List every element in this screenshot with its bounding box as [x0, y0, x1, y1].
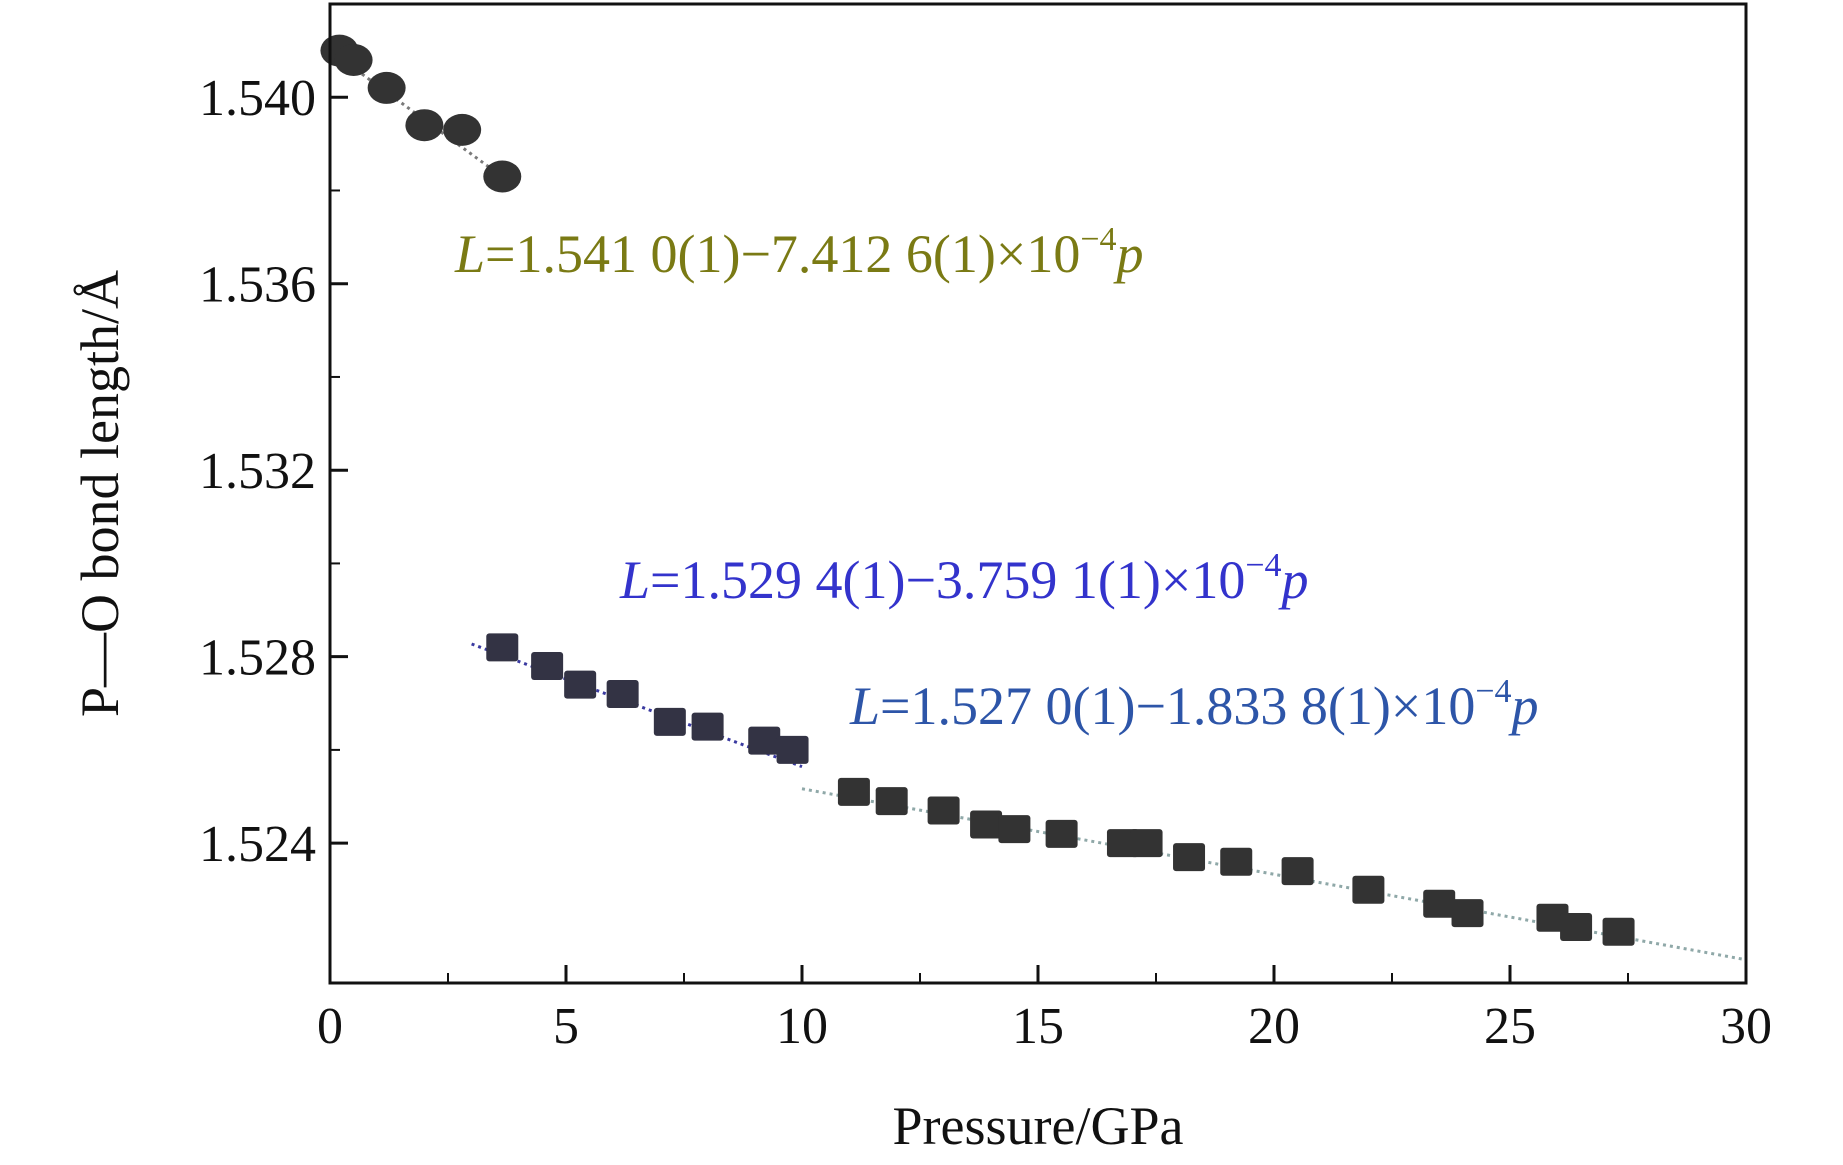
- data-point-square: [1560, 913, 1593, 942]
- data-point-square: [970, 810, 1003, 839]
- data-point-square: [837, 777, 870, 806]
- y-tick-label: 1.540: [199, 70, 316, 127]
- data-point-circle: [443, 113, 482, 146]
- y-tick-label: 1.532: [199, 443, 316, 500]
- fit-equation-1: L=1.541 0(1)−7.412 6(1)×10−4p: [454, 221, 1144, 284]
- x-tick-label: 25: [1484, 998, 1536, 1055]
- data-point-square: [776, 735, 809, 764]
- data-point-square: [1130, 829, 1163, 858]
- y-tick-label: 1.524: [199, 816, 316, 873]
- fit-line-1: [338, 56, 506, 180]
- data-point-square: [1602, 917, 1635, 946]
- x-axis-label: Pressure/GPa: [893, 1096, 1184, 1156]
- data-point-square: [927, 796, 960, 825]
- data-point-square: [1220, 847, 1253, 876]
- x-tick-label: 15: [1012, 998, 1064, 1055]
- y-tick-label: 1.528: [199, 630, 316, 687]
- data-point-square: [653, 707, 686, 736]
- data-point-square: [1173, 843, 1206, 872]
- fit-equations: L=1.541 0(1)−7.412 6(1)×10−4p L=1.529 4(1…: [454, 221, 1539, 736]
- plot-frame: [328, 2, 1748, 985]
- y-axis-label: P—O bond length/Å: [70, 270, 130, 717]
- x-tick-label: 20: [1248, 998, 1300, 1055]
- data-point-square: [691, 712, 724, 741]
- data-point-square: [875, 787, 908, 816]
- data-point-square: [1352, 875, 1385, 904]
- data-point-square: [1281, 857, 1314, 886]
- data-point-square: [998, 815, 1031, 844]
- data-point-square: [1451, 899, 1484, 928]
- x-tick-label: 30: [1720, 998, 1772, 1055]
- data-point-square: [1045, 819, 1078, 848]
- axis-ticks: 0 5 10 15 20 25 30 1.524 1.528 1.532 1.536 1.540: [199, 70, 1772, 1055]
- data-point-square: [606, 679, 639, 708]
- data-point-circle: [334, 43, 373, 76]
- data-point-square: [531, 651, 564, 680]
- data-point-square: [1423, 889, 1456, 918]
- data-point-circle: [483, 160, 522, 193]
- fit-equation-2: L=1.529 4(1)−3.759 1(1)×10−4p: [619, 547, 1309, 610]
- y-tick-label: 1.536: [199, 257, 316, 314]
- data-point-circle: [405, 109, 444, 142]
- x-tick-label: 0: [317, 998, 343, 1055]
- fit-equation-3: L=1.527 0(1)−1.833 8(1)×10−4p: [849, 673, 1539, 736]
- x-tick-label: 10: [776, 998, 828, 1055]
- data-point-square: [748, 726, 781, 755]
- data-markers: [320, 34, 1635, 946]
- x-tick-label: 5: [553, 998, 579, 1055]
- data-point-square: [486, 633, 519, 662]
- data-point-square: [564, 670, 597, 699]
- fit-lines: [338, 56, 1747, 962]
- data-point-circle: [367, 71, 406, 104]
